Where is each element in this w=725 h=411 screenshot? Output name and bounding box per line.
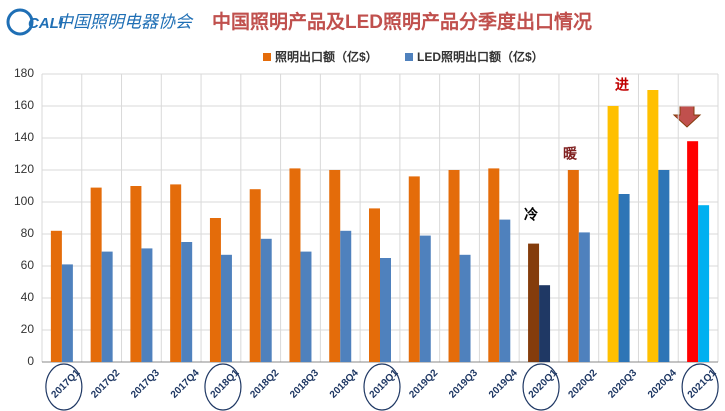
chart-title: 中国照明产品及LED照明产品分季度出口情况 — [212, 10, 592, 33]
bar — [90, 187, 102, 362]
bar — [578, 232, 590, 362]
y-tick-label: 100 — [14, 194, 34, 208]
bar — [687, 141, 699, 362]
y-tick-label: 80 — [21, 226, 35, 240]
legend-swatch — [405, 53, 413, 61]
bar — [419, 235, 431, 362]
bar — [567, 170, 579, 362]
bar — [101, 251, 113, 362]
label-highlight — [681, 363, 719, 411]
logo-ring — [6, 8, 34, 36]
logo: CALI — [28, 15, 64, 32]
y-tick-label: 40 — [21, 290, 35, 304]
y-tick-label: 180 — [14, 66, 34, 80]
y-tick-label: 20 — [21, 322, 35, 336]
bar — [528, 243, 540, 362]
x-tick-label: 2018Q3 — [288, 367, 321, 400]
bar — [607, 106, 619, 362]
x-tick-label: 2017Q3 — [129, 367, 162, 400]
label-highlight — [522, 363, 560, 411]
annotation: 冷 — [524, 207, 538, 223]
bar — [369, 208, 380, 362]
bar — [300, 251, 312, 362]
down-arrow — [672, 105, 702, 128]
bar — [698, 205, 710, 362]
bar — [61, 264, 73, 362]
bar — [181, 242, 193, 362]
bar — [647, 90, 659, 362]
x-tick-label: 2018Q2 — [248, 367, 281, 400]
legend-swatch — [263, 53, 271, 61]
org-name: 中国照明电器协会 — [56, 12, 194, 31]
bar — [260, 238, 272, 362]
bar — [488, 168, 500, 362]
x-tick-label: 2020Q2 — [566, 367, 599, 400]
bar — [539, 285, 551, 362]
bar — [408, 176, 420, 362]
bar — [209, 218, 221, 362]
bar — [329, 170, 341, 362]
x-tick-label: 2020Q3 — [606, 367, 639, 400]
bar — [130, 186, 142, 362]
bar — [50, 230, 62, 362]
bar — [340, 230, 352, 362]
label-highlight — [45, 363, 83, 411]
x-tick-label: 2017Q4 — [169, 367, 202, 400]
x-tick-label: 2019Q4 — [487, 367, 520, 400]
x-tick-label: 2020Q4 — [646, 367, 679, 400]
bar — [448, 170, 460, 362]
bar — [289, 168, 301, 362]
annotation: 进 — [615, 77, 629, 93]
y-tick-label: 60 — [21, 258, 35, 272]
bar — [499, 219, 511, 362]
y-tick-label: 140 — [14, 130, 34, 144]
bar — [618, 194, 630, 362]
label-highlight — [204, 363, 242, 411]
bar — [141, 248, 153, 362]
annotation: 暖 — [563, 146, 578, 162]
y-tick-label: 0 — [27, 354, 34, 368]
y-tick-label: 160 — [14, 98, 34, 112]
x-tick-label: 2017Q2 — [89, 367, 122, 400]
bar — [658, 170, 670, 362]
bar — [220, 254, 232, 362]
x-tick-label: 2019Q2 — [407, 367, 440, 400]
x-tick-label: 2019Q3 — [447, 367, 480, 400]
bar — [459, 254, 471, 362]
legend-label: LED照明出口额（亿$） — [417, 49, 544, 64]
legend-label: 照明出口额（亿$） — [275, 49, 378, 64]
bar — [170, 184, 182, 362]
y-tick-label: 120 — [14, 162, 34, 176]
label-highlight — [363, 363, 401, 411]
bar — [380, 258, 391, 362]
x-tick-label: 2018Q4 — [328, 367, 361, 400]
bar — [249, 189, 261, 362]
